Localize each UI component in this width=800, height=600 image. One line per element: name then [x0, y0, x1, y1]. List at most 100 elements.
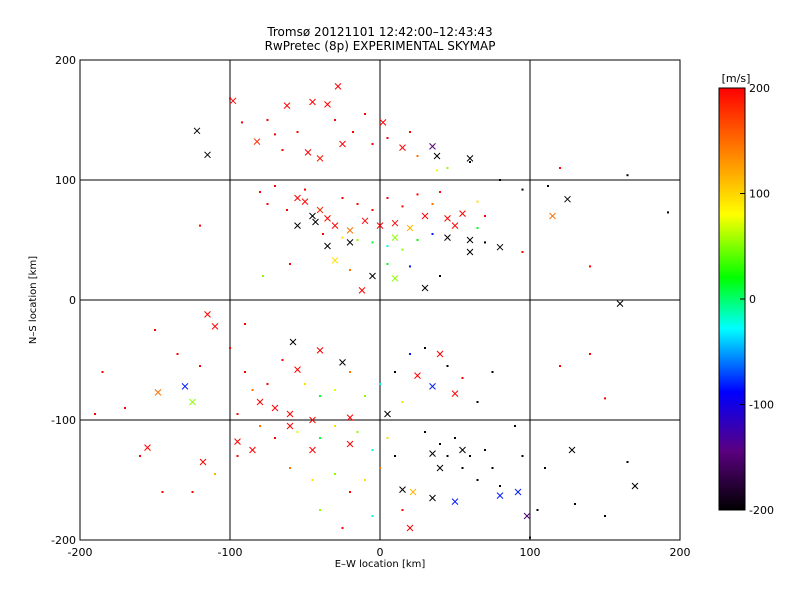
data-dot: [484, 449, 486, 451]
colorbar-tick-label: -200: [749, 504, 774, 517]
data-dot: [436, 169, 438, 172]
chart-subtitle: RwPretec (8p) EXPERIMENTAL SKYMAP: [265, 39, 496, 53]
data-dot: [544, 467, 546, 469]
data-dot: [266, 383, 269, 385]
data-dot: [349, 371, 351, 373]
colorbar-ticks: 200 100 0 -100 -200: [740, 82, 774, 517]
data-dot: [286, 209, 288, 211]
data-dot: [319, 509, 321, 511]
data-dot: [364, 113, 366, 115]
data-dot: [439, 275, 441, 277]
data-dot: [334, 425, 336, 427]
data-cross-marker: [429, 450, 436, 457]
data-dot: [626, 174, 629, 177]
x-tick-label: 100: [520, 546, 541, 559]
data-dot: [371, 143, 374, 145]
data-dot: [236, 413, 239, 415]
data-cross-marker: [331, 257, 339, 264]
data-dot: [296, 431, 299, 433]
data-dot: [424, 431, 426, 433]
data-dot: [416, 193, 419, 196]
data-dot: [394, 371, 396, 373]
data-cross-marker: [421, 212, 429, 220]
colorbar-tick-label: 200: [749, 82, 770, 95]
data-dot: [514, 425, 516, 427]
data-cross-marker: [358, 287, 366, 294]
data-cross-marker: [376, 222, 384, 229]
data-dot: [547, 185, 549, 187]
data-cross-marker: [324, 242, 331, 250]
data-dot: [521, 251, 524, 253]
data-cross-marker: [409, 488, 417, 496]
data-dot: [401, 509, 404, 511]
data-dot: [176, 353, 179, 355]
data-dot: [484, 215, 486, 217]
data-dot: [214, 473, 216, 475]
data-cross-marker: [466, 236, 474, 244]
data-cross-marker: [459, 446, 466, 454]
data-dot: [266, 119, 269, 121]
data-cross-marker: [451, 222, 459, 229]
chart-title: Tromsø 20121101 12:42:00–12:43:43: [266, 25, 492, 39]
data-dot: [401, 248, 404, 251]
data-dot: [431, 233, 434, 235]
data-cross-marker: [406, 524, 414, 532]
data-cross-marker: [631, 482, 639, 490]
colorbar-tick-label: 0: [749, 293, 756, 306]
data-dot: [371, 515, 374, 517]
data-dot: [446, 455, 449, 457]
y-tick-label: 0: [69, 294, 76, 307]
data-dot: [424, 347, 426, 349]
data-dot: [667, 211, 669, 214]
data-cross-marker: [204, 151, 211, 159]
data-dot: [401, 401, 404, 403]
colorbar-tick-label: -100: [749, 399, 774, 412]
data-dot: [341, 236, 344, 239]
data-dot: [274, 185, 276, 187]
data-cross-marker: [339, 140, 346, 148]
data-dot: [266, 203, 269, 205]
data-cross-marker: [294, 222, 301, 229]
data-cross-marker: [436, 350, 444, 358]
data-dot: [476, 227, 479, 229]
data-dot: [589, 265, 591, 268]
data-dot: [461, 377, 464, 379]
data-cross-marker: [211, 323, 219, 330]
data-dot: [379, 383, 381, 385]
x-tick-label: 0: [377, 546, 384, 559]
data-dot: [476, 479, 479, 481]
data-cross-marker: [204, 311, 211, 318]
data-dot: [409, 353, 411, 355]
data-dot: [322, 233, 324, 235]
data-dot: [94, 413, 96, 415]
data-dot: [262, 275, 264, 277]
data-cross-marker: [331, 222, 339, 229]
data-dot: [241, 121, 243, 124]
data-dot: [469, 161, 471, 163]
data-dot: [379, 467, 381, 469]
data-cross-marker: [444, 234, 451, 241]
y-tick-label: 200: [55, 54, 76, 67]
data-dot: [574, 503, 576, 505]
data-cross-marker: [564, 195, 571, 203]
y-tick-label: -100: [51, 414, 76, 427]
data-dot: [491, 467, 494, 469]
data-dot: [386, 263, 389, 265]
data-cross-marker: [324, 101, 331, 108]
y-tick-label: 100: [55, 174, 76, 187]
data-dot: [476, 401, 479, 403]
data-cross-marker: [391, 234, 399, 241]
data-dot: [229, 347, 231, 349]
data-dot: [296, 131, 299, 133]
x-axis-ticks: -200 -100 0 100 200: [68, 60, 691, 559]
data-dot: [356, 431, 359, 433]
data-dot: [341, 527, 344, 529]
y-axis-ticks: -200 -100 0 100 200: [51, 54, 680, 547]
data-cross-marker: [189, 398, 196, 406]
data-dot: [341, 197, 344, 199]
data-dot: [626, 461, 629, 463]
data-dot: [124, 407, 126, 409]
data-dot: [499, 179, 501, 181]
data-cross-marker: [144, 444, 151, 451]
